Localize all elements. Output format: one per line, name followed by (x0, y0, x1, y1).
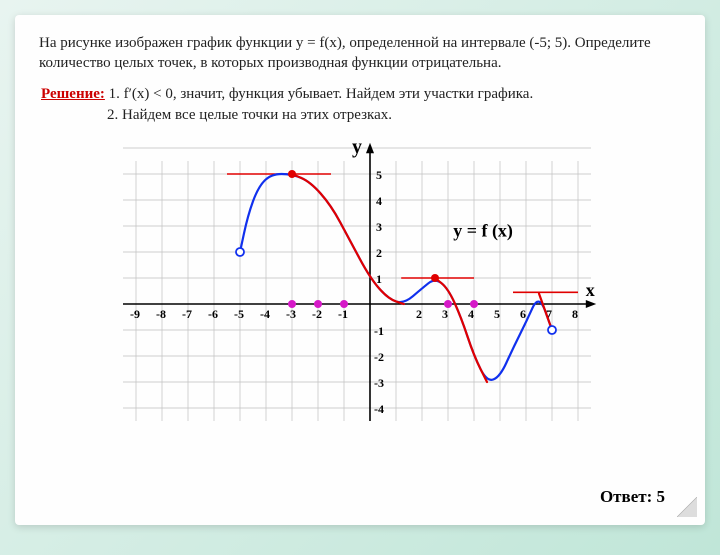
answer-text: Ответ: 5 (600, 487, 665, 507)
svg-text:-4: -4 (374, 402, 384, 416)
problem-text: На рисунке изображен график функции y = … (39, 33, 681, 74)
slide-container: На рисунке изображен график функции y = … (15, 15, 705, 525)
svg-text:3: 3 (442, 307, 448, 321)
svg-text:6: 6 (520, 307, 526, 321)
function-chart: yx-9-8-7-6-5-4-3-2-1234567854321-1-2-3-4… (110, 134, 610, 434)
svg-text:-7: -7 (182, 307, 192, 321)
svg-text:-9: -9 (130, 307, 140, 321)
svg-text:-8: -8 (156, 307, 166, 321)
svg-text:8: 8 (572, 307, 578, 321)
svg-text:5: 5 (376, 168, 382, 182)
svg-text:2: 2 (416, 307, 422, 321)
svg-text:4: 4 (376, 194, 382, 208)
solution-step-2: 2. Найдем все целые точки на этих отрезк… (107, 105, 681, 126)
svg-text:2: 2 (376, 246, 382, 260)
svg-text:x: x (586, 280, 595, 300)
svg-text:-3: -3 (286, 307, 296, 321)
svg-text:1: 1 (376, 272, 382, 286)
svg-text:4: 4 (468, 307, 474, 321)
svg-text:y = f (x): y = f (x) (453, 220, 513, 241)
solution-label: Решение: (41, 86, 105, 102)
solution-step-1: Решение: 1. f′(x) < 0, значит, функция у… (41, 84, 681, 105)
svg-text:-6: -6 (208, 307, 218, 321)
corner-decoration (677, 497, 697, 517)
svg-text:-1: -1 (338, 307, 348, 321)
svg-text:-5: -5 (234, 307, 244, 321)
svg-text:-2: -2 (374, 350, 384, 364)
chart-svg: yx-9-8-7-6-5-4-3-2-1234567854321-1-2-3-4… (110, 134, 610, 434)
svg-text:y: y (352, 136, 362, 158)
svg-text:3: 3 (376, 220, 382, 234)
svg-text:-2: -2 (312, 307, 322, 321)
svg-text:-4: -4 (260, 307, 270, 321)
svg-text:5: 5 (494, 307, 500, 321)
svg-text:-1: -1 (374, 324, 384, 338)
svg-text:-3: -3 (374, 376, 384, 390)
solution-step1-text: 1. f′(x) < 0, значит, функция убывает. Н… (109, 86, 534, 102)
